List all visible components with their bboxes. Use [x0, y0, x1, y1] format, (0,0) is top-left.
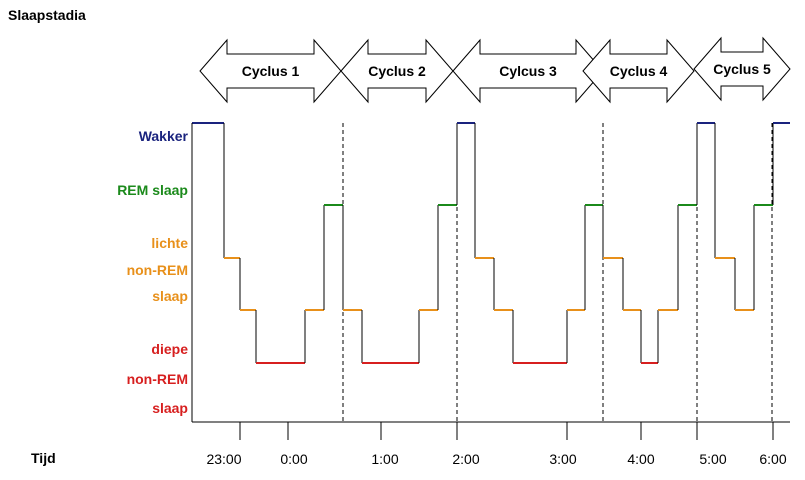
stage-label: slaap — [152, 288, 188, 304]
stage-label: diepe — [151, 341, 188, 357]
x-axis-label: Tijd — [31, 450, 56, 466]
x-tick-label: 23:00 — [206, 451, 241, 467]
hypnogram-plot — [192, 122, 790, 364]
stage-label: non-REM — [127, 371, 188, 387]
x-tick-label: 3:00 — [549, 451, 576, 467]
cycle-label: Cyclus 2 — [368, 63, 426, 79]
diagram-title: Slaapstadia — [8, 7, 86, 23]
x-tick-label: 4:00 — [627, 451, 654, 467]
x-tick-label: 0:00 — [280, 451, 307, 467]
x-tick-label: 6:00 — [759, 451, 786, 467]
stage-label: lichte — [151, 235, 188, 251]
stage-label: non-REM — [127, 262, 188, 278]
stage-labels: Wakker REM slaap lichte non-REM slaap diepe no… — [117, 128, 188, 416]
cycle-arrow: Cyclus 5 — [693, 36, 791, 102]
cycle-label: Cyclus 5 — [713, 61, 771, 77]
cycle-dividers — [342, 123, 773, 422]
cycle-label: Cylcus 3 — [499, 63, 557, 79]
x-tick-label: 2:00 — [452, 451, 479, 467]
cycle-arrow: Cyclus 1 — [199, 38, 342, 104]
cycle-label: Cyclus 1 — [242, 63, 300, 79]
cycle-label: Cyclus 4 — [610, 63, 668, 79]
time-axis: 23:00 0:00 1:00 2:00 3:00 4:00 5:00 6:00 Tijd — [31, 123, 790, 467]
stage-label: slaap — [152, 400, 188, 416]
x-tick-label: 1:00 — [371, 451, 398, 467]
cycle-arrow: Cylcus 3 — [452, 38, 604, 104]
stage-label: REM slaap — [117, 182, 188, 198]
x-tick-label: 5:00 — [699, 451, 726, 467]
cycle-arrow: Cyclus 4 — [582, 38, 695, 104]
cycle-arrows: Cyclus 1 Cyclus 2 Cylcus 3 Cyclus 4 Cyclus 5 — [199, 36, 791, 104]
stage-label: Wakker — [139, 128, 189, 144]
cycle-arrow: Cyclus 2 — [340, 38, 454, 104]
